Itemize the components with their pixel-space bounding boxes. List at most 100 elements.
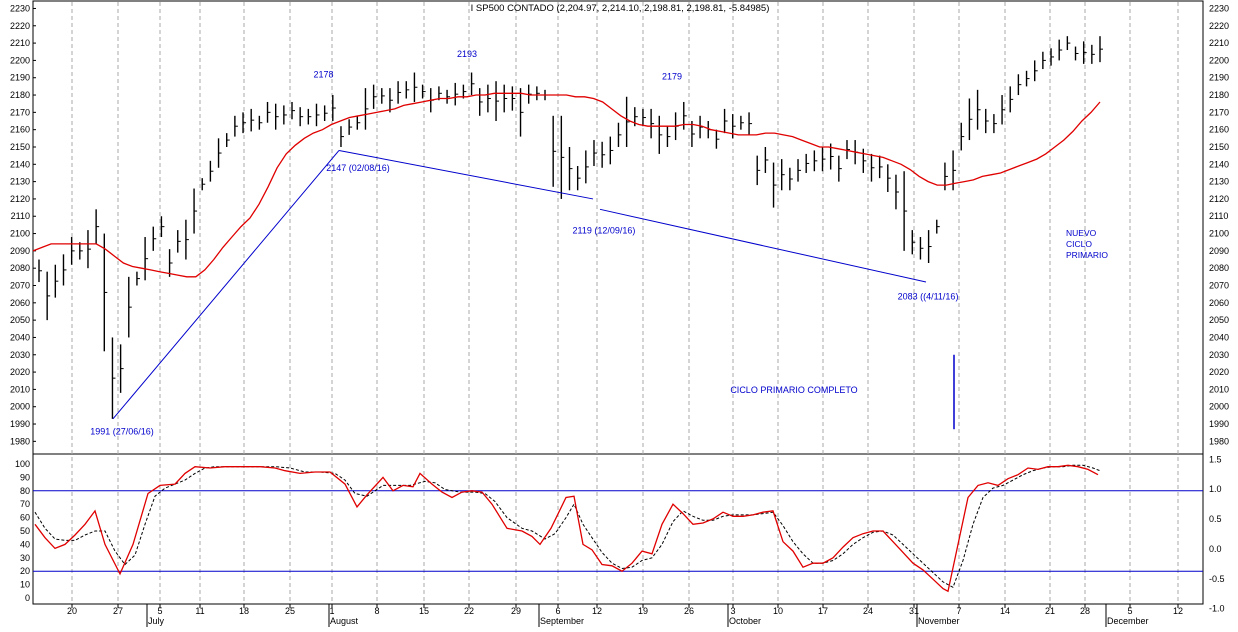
y-tick-label-left: 1980 [10, 436, 30, 446]
y-tick-label-right: 2130 [1209, 177, 1229, 187]
stoch-tick-left: 30 [20, 553, 30, 563]
y-tick-label-left: 2160 [10, 125, 30, 135]
y-tick-label-left: 2210 [10, 38, 30, 48]
y-tick-label-right: 2010 [1209, 384, 1229, 394]
y-tick-label-left: 2130 [10, 177, 30, 187]
annotation-label: 2178 [313, 70, 333, 80]
x-tick-label: 21 [1045, 606, 1055, 616]
y-tick-label-right: 2050 [1209, 315, 1229, 325]
stoch-tick-left: 20 [20, 566, 30, 576]
x-tick-label: 10 [773, 606, 783, 616]
plot-frame [32, 0, 1204, 605]
moving-average-line [32, 92, 1101, 278]
nuevo-ciclo-label: NUEVO [1066, 228, 1097, 238]
stoch-tick-left: 10 [20, 580, 30, 590]
x-tick-label: 8 [374, 606, 379, 616]
trend-line [338, 149, 594, 200]
x-tick-label: 1 [329, 606, 334, 616]
y-tick-label-right: 2220 [1209, 21, 1229, 31]
y-tick-label-left: 2150 [10, 142, 30, 152]
y-tick-label-left: 2090 [10, 246, 30, 256]
trend-line [112, 150, 340, 420]
x-tick-label: 15 [419, 606, 429, 616]
y-tick-label-left: 2190 [10, 73, 30, 83]
x-tick-label: 5 [1127, 606, 1132, 616]
y-tick-label-right: 2230 [1209, 3, 1229, 13]
x-tick-label: 29 [511, 606, 521, 616]
month-label: October [729, 616, 761, 626]
annotation-label: CICLO PRIMARIO COMPLETO [730, 385, 857, 395]
month-label: July [148, 616, 165, 626]
y-tick-label-right: 2030 [1209, 350, 1229, 360]
y-tick-label-right: 2040 [1209, 332, 1229, 342]
y-tick-label-right: 2100 [1209, 229, 1229, 239]
y-tick-label-left: 2080 [10, 263, 30, 273]
stoch-tick-left: 80 [20, 486, 30, 496]
annotation-label: 2193 [457, 49, 477, 59]
y-tick-label-right: 2200 [1209, 55, 1229, 65]
stoch-tick-left: 40 [20, 539, 30, 549]
y-tick-label-right: 2170 [1209, 107, 1229, 117]
x-tick-label: 14 [1000, 606, 1010, 616]
x-tick-label: 28 [1080, 606, 1090, 616]
y-tick-label-left: 2140 [10, 159, 30, 169]
y-tick-label-left: 2020 [10, 367, 30, 377]
y-tick-label-right: 2110 [1209, 211, 1228, 221]
x-tick-label: 27 [113, 606, 123, 616]
y-tick-label-right: 1990 [1209, 419, 1229, 429]
y-tick-label-right: 2000 [1209, 402, 1229, 412]
y-tick-label-right: 2020 [1209, 367, 1229, 377]
y-tick-label-left: 2000 [10, 402, 30, 412]
stoch-tick-left: 100 [15, 459, 30, 469]
y-tick-label-left: 2220 [10, 21, 30, 31]
stoch-signal-line [34, 464, 1101, 589]
nuevo-ciclo-label: PRIMARIO [1066, 250, 1108, 260]
x-tick-label: 7 [956, 606, 961, 616]
y-tick-label-left: 2050 [10, 315, 30, 325]
y-tick-label-right: 2180 [1209, 90, 1229, 100]
y-tick-label-left: 2070 [10, 281, 30, 291]
x-tick-label: 25 [285, 606, 295, 616]
x-tick-label: 11 [195, 606, 204, 616]
y-tick-label-right: 2080 [1209, 263, 1229, 273]
annotation-label: 2083 ((4/11/16) [898, 291, 959, 301]
stoch-main-line [34, 464, 1099, 593]
trend-line [599, 208, 927, 283]
y-tick-label-left: 2170 [10, 107, 30, 117]
x-tick-label: 22 [464, 606, 474, 616]
x-tick-label: 26 [684, 606, 694, 616]
annotation-label: 2147 (02/08/16) [326, 163, 390, 173]
y-tick-label-left: 2180 [10, 90, 30, 100]
y-tick-label-right: 2060 [1209, 298, 1229, 308]
y-tick-label-right: 2210 [1209, 38, 1229, 48]
y-tick-label-right: 2190 [1209, 73, 1229, 83]
y-tick-label-left: 2200 [10, 55, 30, 65]
y-tick-label-left: 2110 [11, 211, 30, 221]
stoch-tick-left: 0 [25, 593, 30, 603]
x-tick-label: 12 [1173, 606, 1183, 616]
stoch-tick-right: -1.0 [1209, 604, 1225, 614]
x-tick-label: 5 [157, 606, 162, 616]
month-label: December [1107, 616, 1149, 626]
x-tick-label: 17 [818, 606, 828, 616]
stoch-tick-left: 90 [20, 472, 30, 482]
annotation-label: 2179 [662, 71, 682, 81]
y-tick-label-left: 2100 [10, 229, 30, 239]
x-tick-label: 3 [730, 606, 735, 616]
x-tick-label: 6 [555, 606, 560, 616]
stoch-tick-right: 0.5 [1209, 514, 1222, 524]
y-tick-label-right: 2140 [1209, 159, 1229, 169]
stoch-tick-right: 0.0 [1209, 544, 1222, 554]
y-tick-label-right: 2090 [1209, 246, 1229, 256]
y-tick-label-right: 2150 [1209, 142, 1229, 152]
x-tick-label: 12 [592, 606, 602, 616]
stoch-tick-left: 50 [20, 526, 30, 536]
y-tick-label-left: 1990 [10, 419, 30, 429]
stoch-tick-right: 1.5 [1209, 454, 1222, 464]
y-tick-label-left: 2030 [10, 350, 30, 360]
chart-title: I SP500 CONTADO (2,204.97, 2,214.10, 2,1… [471, 3, 770, 14]
x-tick-label: 24 [863, 606, 873, 616]
y-tick-label-left: 2230 [10, 3, 30, 13]
